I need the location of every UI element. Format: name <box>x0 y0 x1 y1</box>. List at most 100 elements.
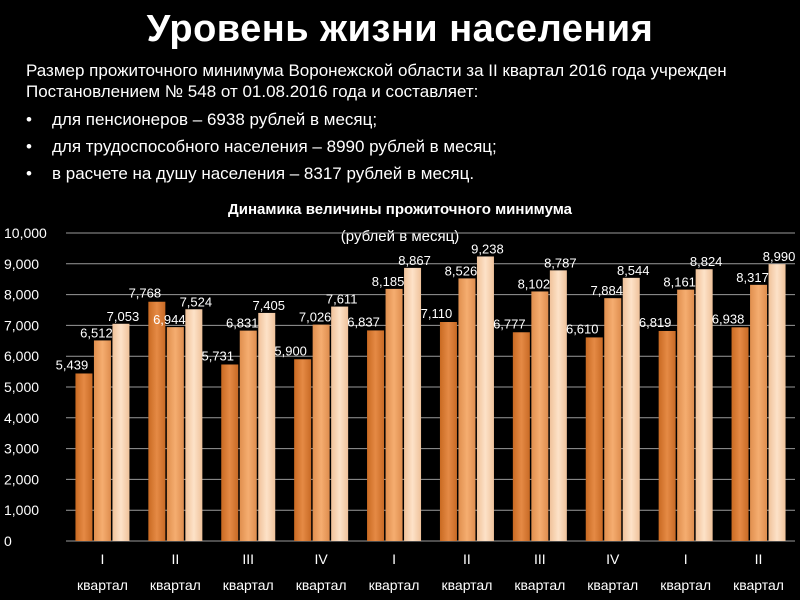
x-tick-label: I <box>684 551 688 567</box>
data-label: 7,768 <box>129 286 162 301</box>
bar <box>585 337 603 541</box>
data-label: 8,990 <box>763 249 796 264</box>
bar <box>221 364 239 541</box>
x-tick-label: квартал <box>514 577 565 593</box>
data-label: 8,317 <box>736 270 769 285</box>
bar <box>695 269 713 541</box>
x-tick-label: квартал <box>369 577 420 593</box>
bar <box>93 340 111 541</box>
bar <box>166 327 184 541</box>
bar <box>677 289 695 541</box>
bar <box>549 270 567 541</box>
data-label: 5,439 <box>56 357 89 372</box>
chart-subtitle: (рублей в месяц) <box>341 228 459 245</box>
chart-title: Динамика величины прожиточного минимума <box>228 201 573 218</box>
data-label: 6,610 <box>566 321 599 336</box>
data-label: 8,867 <box>398 253 431 268</box>
data-label: 5,900 <box>274 343 307 358</box>
bullet-icon: • <box>26 164 32 183</box>
x-tick-label: I <box>392 551 396 567</box>
data-label: 6,777 <box>493 316 526 331</box>
bar <box>294 359 312 541</box>
page-title: Уровень жизни населения <box>146 8 654 50</box>
x-axis: IкварталIIкварталIIIкварталIVкварталIква… <box>77 551 784 593</box>
x-tick-label: II <box>171 551 179 567</box>
data-label: 7,884 <box>590 283 623 298</box>
data-label: 7,053 <box>107 309 140 324</box>
bars <box>75 256 786 541</box>
data-label: 7,405 <box>252 298 285 313</box>
data-label: 8,787 <box>544 255 577 270</box>
data-label: 9,238 <box>471 241 504 256</box>
bullet-item: • в расчете на душу населения – 8317 рубл… <box>26 164 786 184</box>
bullet-text: для пенсионеров – 6938 рублей в месяц; <box>52 110 378 129</box>
y-tick-label: 3,000 <box>4 441 39 457</box>
data-label: 7,611 <box>326 292 358 307</box>
x-tick-label: квартал <box>587 577 638 593</box>
x-tick-label: квартал <box>77 577 128 593</box>
bar <box>604 298 622 541</box>
bar <box>331 306 349 541</box>
bar <box>385 288 403 541</box>
x-tick-label: III <box>534 551 546 567</box>
data-label: 7,026 <box>299 310 332 325</box>
bar <box>512 332 530 541</box>
x-tick-label: квартал <box>733 577 784 593</box>
bullet-item: • для пенсионеров – 6938 рублей в месяц; <box>26 110 786 130</box>
bar <box>750 284 768 541</box>
bar <box>622 277 640 541</box>
x-tick-label: квартал <box>442 577 493 593</box>
data-label: 6,819 <box>639 315 672 330</box>
bar <box>75 373 93 541</box>
data-label: 8,102 <box>518 276 551 291</box>
bar <box>112 323 130 541</box>
data-label: 5,731 <box>201 348 234 363</box>
bullet-icon: • <box>26 137 32 156</box>
x-tick-label: квартал <box>296 577 347 593</box>
bullet-text: для трудоспособного населения – 8990 руб… <box>52 137 497 156</box>
bar <box>258 312 276 541</box>
bar <box>367 330 385 541</box>
data-label: 7,110 <box>421 306 453 321</box>
y-tick-label: 1,000 <box>4 502 39 518</box>
x-tick-label: I <box>101 551 105 567</box>
y-tick-label: 6,000 <box>4 348 39 364</box>
bar-chart: Динамика величины прожиточного минимума … <box>4 201 796 593</box>
data-label: 8,824 <box>690 254 723 269</box>
bar <box>439 322 457 541</box>
bullet-list: • для пенсионеров – 6938 рублей в месяц; … <box>26 110 786 191</box>
data-label: 7,524 <box>180 294 213 309</box>
bar <box>148 301 166 541</box>
data-label: 8,185 <box>372 274 405 289</box>
data-label: 6,831 <box>226 316 259 331</box>
bar <box>531 291 549 541</box>
bullet-item: • для трудоспособного населения – 8990 ру… <box>26 137 786 157</box>
x-tick-label: квартал <box>660 577 711 593</box>
y-tick-label: 0 <box>4 533 12 549</box>
bar <box>404 267 422 541</box>
bar <box>658 330 676 541</box>
data-label: 8,526 <box>445 263 478 278</box>
data-label: 6,837 <box>347 314 380 329</box>
x-tick-label: квартал <box>150 577 201 593</box>
data-label: 6,944 <box>153 312 186 327</box>
x-tick-label: II <box>463 551 471 567</box>
bullet-icon: • <box>26 110 32 129</box>
data-label: 8,161 <box>663 275 696 290</box>
y-tick-label: 8,000 <box>4 287 39 303</box>
y-tick-label: 7,000 <box>4 317 39 333</box>
y-tick-label: 5,000 <box>4 379 39 395</box>
bar <box>239 330 257 541</box>
x-tick-label: IV <box>606 551 620 567</box>
y-tick-label: 9,000 <box>4 256 39 272</box>
data-label: 8,544 <box>617 263 650 278</box>
bar <box>731 327 749 541</box>
data-label: 6,938 <box>712 311 745 326</box>
intro-text: Размер прожиточного минимума Воронежской… <box>26 61 727 101</box>
y-tick-label: 10,000 <box>4 225 47 241</box>
data-label: 6,512 <box>80 325 113 340</box>
x-tick-label: IV <box>315 551 329 567</box>
y-tick-label: 2,000 <box>4 471 39 487</box>
bar <box>768 264 786 541</box>
x-tick-label: III <box>242 551 254 567</box>
